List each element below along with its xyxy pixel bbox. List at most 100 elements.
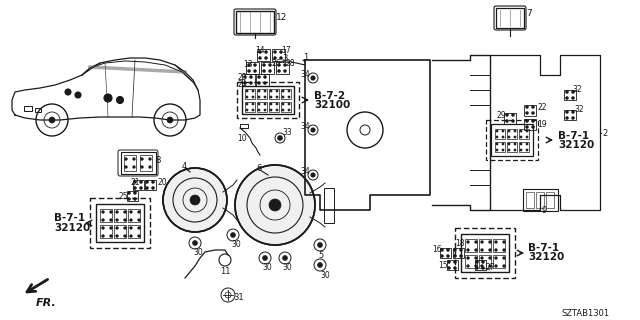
Circle shape — [447, 249, 449, 252]
Text: 32120: 32120 — [558, 140, 595, 150]
Circle shape — [506, 119, 509, 123]
Bar — [24, 106, 32, 110]
Circle shape — [474, 257, 477, 260]
Text: 1: 1 — [303, 52, 308, 61]
Circle shape — [474, 265, 477, 268]
Circle shape — [474, 249, 477, 252]
Circle shape — [246, 103, 248, 105]
Circle shape — [145, 180, 148, 183]
Text: 22: 22 — [537, 102, 547, 111]
Circle shape — [138, 219, 141, 221]
Circle shape — [243, 82, 246, 84]
Circle shape — [526, 130, 528, 132]
Circle shape — [270, 103, 272, 105]
Circle shape — [467, 249, 470, 252]
Circle shape — [495, 257, 497, 260]
Bar — [495, 129, 505, 139]
Bar — [96, 204, 144, 242]
Circle shape — [248, 69, 250, 73]
Circle shape — [278, 69, 280, 73]
Circle shape — [495, 249, 497, 252]
Text: 32: 32 — [572, 84, 582, 93]
Circle shape — [75, 92, 81, 98]
Circle shape — [317, 243, 323, 247]
Circle shape — [269, 69, 271, 73]
Circle shape — [152, 187, 154, 189]
Circle shape — [124, 235, 127, 237]
Bar — [246, 62, 259, 74]
Text: 25: 25 — [118, 191, 127, 201]
Text: 4: 4 — [182, 162, 188, 171]
Circle shape — [141, 165, 143, 169]
Circle shape — [276, 103, 278, 105]
Circle shape — [508, 149, 510, 151]
Circle shape — [566, 97, 568, 100]
Circle shape — [481, 260, 484, 263]
Bar — [536, 192, 544, 208]
Circle shape — [167, 117, 173, 123]
Circle shape — [508, 136, 510, 138]
Text: 32120: 32120 — [528, 252, 564, 262]
Circle shape — [467, 241, 470, 244]
Bar — [455, 228, 515, 278]
Circle shape — [280, 57, 282, 60]
Bar — [260, 62, 273, 74]
Bar — [120, 152, 156, 174]
Bar — [493, 254, 505, 268]
Circle shape — [276, 90, 278, 92]
Circle shape — [262, 255, 268, 260]
Bar — [114, 209, 126, 221]
Circle shape — [460, 254, 463, 258]
Circle shape — [526, 143, 528, 145]
Circle shape — [276, 109, 278, 111]
Circle shape — [282, 103, 284, 105]
Bar — [546, 192, 554, 208]
Bar — [281, 89, 291, 99]
Bar — [493, 238, 505, 252]
Circle shape — [115, 235, 118, 237]
Circle shape — [511, 114, 515, 116]
Circle shape — [252, 109, 254, 111]
Bar — [479, 238, 491, 252]
Circle shape — [230, 233, 236, 237]
Circle shape — [264, 76, 266, 78]
Text: 31: 31 — [233, 293, 244, 302]
Circle shape — [454, 254, 456, 258]
Circle shape — [440, 254, 444, 258]
Text: 30: 30 — [193, 247, 203, 257]
Circle shape — [440, 249, 444, 252]
Text: 9: 9 — [542, 205, 547, 214]
Circle shape — [115, 227, 118, 229]
Circle shape — [116, 97, 124, 103]
Circle shape — [454, 260, 456, 263]
Circle shape — [280, 51, 282, 53]
Circle shape — [526, 149, 528, 151]
Text: 16: 16 — [432, 244, 442, 253]
Bar — [257, 49, 269, 61]
Bar — [128, 225, 140, 237]
Circle shape — [257, 82, 260, 84]
Circle shape — [520, 143, 522, 145]
Text: 30: 30 — [231, 239, 241, 249]
Circle shape — [284, 69, 287, 73]
Text: 28: 28 — [285, 59, 294, 68]
Bar — [269, 89, 279, 99]
Circle shape — [250, 76, 253, 78]
Circle shape — [252, 103, 254, 105]
Text: 30: 30 — [262, 263, 272, 273]
Circle shape — [525, 125, 529, 129]
Circle shape — [525, 111, 529, 115]
Circle shape — [273, 57, 276, 60]
Bar — [474, 260, 486, 270]
Circle shape — [282, 96, 284, 98]
Circle shape — [488, 257, 492, 260]
Circle shape — [250, 82, 253, 84]
Circle shape — [502, 241, 506, 244]
Circle shape — [258, 90, 260, 92]
Circle shape — [526, 136, 528, 138]
Circle shape — [124, 211, 127, 213]
Circle shape — [488, 265, 492, 268]
Circle shape — [467, 265, 470, 268]
Circle shape — [257, 76, 260, 78]
Circle shape — [495, 241, 497, 244]
